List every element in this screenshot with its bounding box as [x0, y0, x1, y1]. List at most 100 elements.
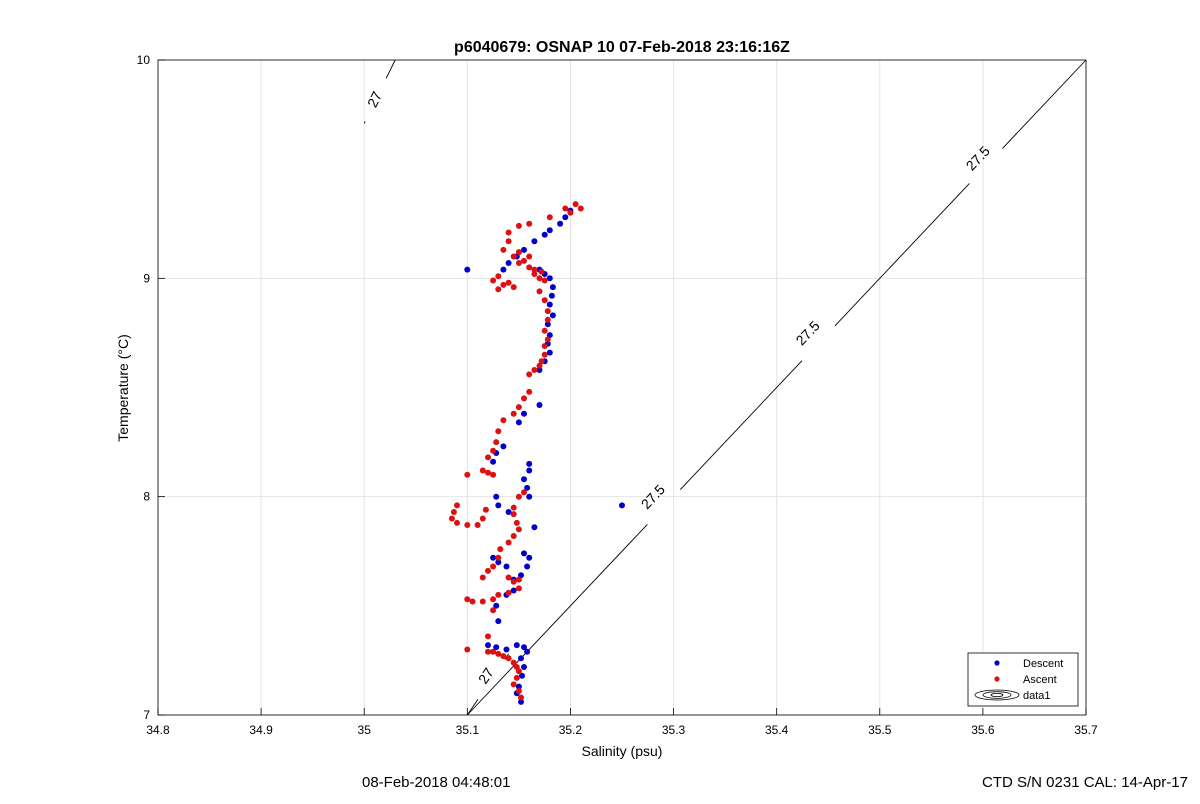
ascent-point: [490, 607, 497, 614]
ascent-point: [505, 539, 512, 546]
ascent-point: [515, 493, 522, 500]
descent-point: [557, 220, 564, 227]
ascent-point: [479, 598, 486, 605]
ascent-point: [495, 591, 502, 598]
descent-point: [485, 642, 491, 649]
ascent-point: [515, 260, 522, 266]
ascent-point: [531, 271, 538, 277]
ascent-point: [515, 222, 522, 229]
ascent-point: [505, 574, 512, 581]
ascent-point: [485, 567, 491, 574]
descent-point: [495, 559, 502, 566]
ascent-point: [518, 694, 524, 701]
x-axis-label: Salinity (psu): [582, 743, 663, 759]
ascent-point: [464, 471, 471, 478]
contour-label: 27.5: [792, 317, 822, 348]
descent-point: [490, 458, 497, 465]
x-tick-label: 35.3: [662, 723, 686, 737]
descent-point: [500, 266, 507, 273]
descent-point: [505, 509, 512, 515]
ascent-point: [485, 469, 491, 476]
ascent-point: [490, 471, 497, 478]
descent-point: [526, 493, 533, 500]
descent-point: [531, 238, 538, 245]
density-contours: 27 27 27.5 27.5 27.5: [363, 59, 1087, 716]
contour-line: [385, 59, 396, 79]
ascent-point: [510, 659, 517, 666]
descent-point: [493, 602, 500, 609]
ascent-point: [541, 343, 548, 349]
descent-point: [505, 260, 512, 266]
ascent-point: [505, 655, 512, 662]
ascent-point: [469, 598, 476, 605]
ascent-point: [536, 288, 543, 295]
x-tick-label: 35.4: [765, 723, 789, 737]
contour-line: [679, 360, 803, 490]
descent-point: [518, 698, 524, 705]
descent-point: [526, 460, 533, 467]
y-tick-label: 7: [143, 708, 150, 722]
descent-point: [562, 214, 569, 221]
ascent-point: [464, 522, 471, 528]
ascent-point: [490, 648, 497, 655]
ascent-point: [490, 277, 497, 284]
ascent-point: [510, 253, 517, 260]
x-tick-label: 34.8: [146, 723, 170, 737]
ascent-point: [500, 281, 507, 288]
descent-point: [619, 502, 625, 509]
x-tick-label: 35.5: [868, 723, 892, 737]
ascent-point: [500, 653, 507, 660]
ascent-point: [464, 596, 471, 603]
grid-lines: [157, 59, 1087, 716]
contour-line: [1002, 59, 1087, 149]
ascent-point: [495, 428, 502, 435]
x-tick-label: 35.6: [971, 723, 995, 737]
ascent-point: [541, 297, 548, 304]
ascent-point: [515, 526, 522, 533]
ascent-point: [526, 371, 533, 378]
y-axis-label: Temperature (°C): [115, 334, 131, 442]
descent-point: [495, 502, 502, 509]
contour-label: 27.5: [638, 481, 668, 512]
descent-point: [531, 524, 538, 531]
descent-point: [524, 484, 531, 491]
descent-point: [493, 493, 500, 500]
legend-contour-icon: [974, 689, 1020, 701]
descent-point: [521, 410, 527, 417]
ascent-point: [490, 563, 497, 570]
descent-point: [503, 563, 510, 570]
contour-line: [467, 524, 648, 716]
descent-point: [493, 644, 500, 651]
ascent-point: [567, 209, 574, 216]
ascent-point: [531, 266, 538, 273]
ascent-point: [515, 249, 522, 256]
y-tick-label: 9: [143, 271, 150, 285]
descent-point: [503, 646, 510, 653]
ascent-point: [513, 519, 520, 526]
ascent-point: [544, 308, 551, 315]
descent-point: [546, 349, 553, 356]
ascent-point: [510, 284, 517, 291]
ascent-point: [454, 502, 460, 509]
ascent-point: [515, 688, 522, 694]
ascent-point: [521, 257, 527, 264]
descent-point: [521, 664, 527, 670]
ascent-point: [505, 238, 512, 245]
descent-point: [521, 476, 527, 483]
ascent-point: [541, 277, 548, 284]
descent-point: [546, 227, 553, 234]
ascent-point: [450, 509, 457, 515]
descent-point: [548, 292, 555, 299]
contour-line: [466, 699, 479, 716]
ascent-point: [562, 205, 569, 212]
ascent-point: [521, 395, 527, 402]
footer-ctd-calibration: CTD S/N 0231 CAL: 14-Apr-17: [982, 774, 1188, 791]
descent-point: [510, 587, 517, 594]
ascent-point: [577, 205, 584, 212]
ascent-point: [454, 519, 460, 526]
descent-point: [549, 312, 556, 319]
ascent-point: [474, 522, 481, 528]
ascent-point: [495, 286, 502, 293]
legend-ascent-marker: [994, 676, 1000, 682]
ascent-point: [505, 229, 512, 236]
